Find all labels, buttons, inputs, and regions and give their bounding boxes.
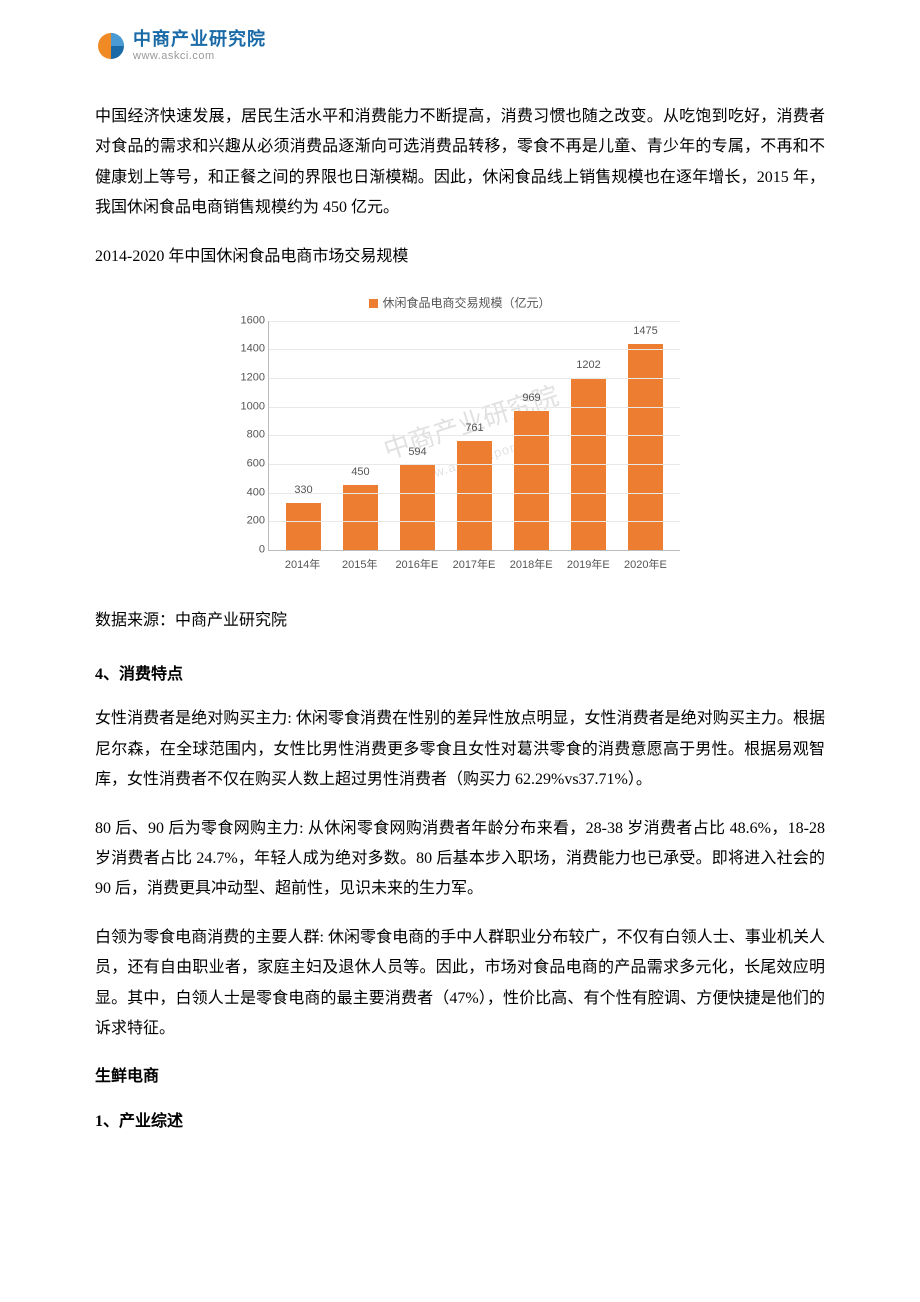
bar-value-label: 330 (294, 480, 312, 501)
data-source: 数据来源：中商产业研究院 (95, 606, 825, 636)
chart-plot-area: 中商产业研究院 www.askcireport.com 330450594761… (268, 321, 680, 551)
x-tick-label: 2020年E (617, 555, 674, 576)
legend-swatch-icon (369, 299, 378, 308)
paragraph-4c: 白领为零食电商消费的主要人群: 休闲零食电商的手中人群职业分布较广，不仅有白领人… (95, 923, 825, 1045)
bar (457, 441, 491, 550)
y-tick-label: 200 (231, 511, 265, 532)
bar (628, 344, 662, 550)
y-tick-label: 400 (231, 482, 265, 503)
logo-cn: 中商产业研究院 (133, 30, 266, 50)
gridline (269, 349, 680, 350)
y-tick-label: 600 (231, 453, 265, 474)
x-tick-label: 2016年E (388, 555, 445, 576)
logo-url: www.askci.com (133, 50, 266, 62)
bar (400, 465, 434, 550)
gridline (269, 464, 680, 465)
logo-mark-icon (95, 30, 127, 62)
y-tick-label: 800 (231, 425, 265, 446)
y-tick-label: 1200 (231, 368, 265, 389)
x-tick-label: 2014年 (274, 555, 331, 576)
bar-value-label: 1202 (576, 355, 600, 376)
y-tick-label: 1400 (231, 339, 265, 360)
y-tick-label: 1600 (231, 310, 265, 331)
bar-value-label: 594 (408, 442, 426, 463)
section-fresh-head: 生鲜电商 (95, 1062, 825, 1092)
y-tick-label: 0 (231, 539, 265, 560)
bar-value-label: 450 (351, 462, 369, 483)
gridline (269, 321, 680, 322)
y-tick-label: 1000 (231, 396, 265, 417)
section-1-head: 1、产业综述 (95, 1107, 825, 1137)
gridline (269, 521, 680, 522)
bar-value-label: 1475 (633, 321, 657, 342)
paragraph-intro: 中国经济快速发展，居民生活水平和消费能力不断提高，消费习惯也随之改变。从吃饱到吃… (95, 102, 825, 224)
gridline (269, 378, 680, 379)
chart-container: 休闲食品电商交易规模（亿元） 中商产业研究院 www.askcireport.c… (95, 292, 825, 576)
paragraph-4a: 女性消费者是绝对购买主力: 休闲零食消费在性别的差异性放点明显，女性消费者是绝对… (95, 704, 825, 795)
bar (343, 485, 377, 549)
x-tick-label: 2015年 (331, 555, 388, 576)
gridline (269, 493, 680, 494)
gridline (269, 435, 680, 436)
paragraph-4b: 80 后、90 后为零食网购主力: 从休闲零食网购消费者年龄分布来看，28-38… (95, 814, 825, 905)
legend-label: 休闲食品电商交易规模（亿元） (382, 296, 550, 310)
chart-legend: 休闲食品电商交易规模（亿元） (230, 292, 690, 315)
logo: 中商产业研究院 www.askci.com (95, 30, 825, 62)
x-tick-label: 2018年E (503, 555, 560, 576)
bar (286, 503, 320, 550)
bar (514, 411, 548, 550)
x-tick-label: 2019年E (560, 555, 617, 576)
section-4-head: 4、消费特点 (95, 660, 825, 690)
x-tick-label: 2017年E (445, 555, 502, 576)
gridline (269, 407, 680, 408)
chart-title: 2014-2020 年中国休闲食品电商市场交易规模 (95, 242, 825, 272)
